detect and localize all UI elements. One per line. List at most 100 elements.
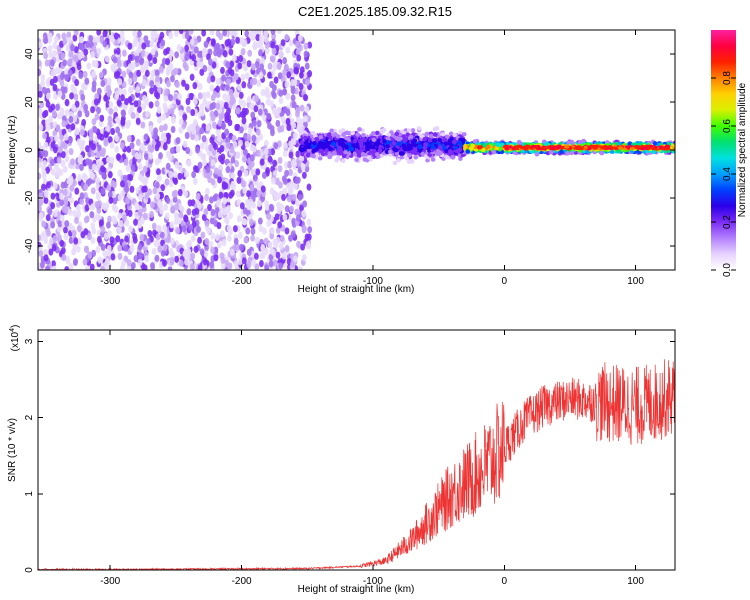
heatmap-cell xyxy=(242,64,248,72)
heatmap-cell xyxy=(260,88,266,97)
heatmap-cell xyxy=(292,78,298,87)
heatmap-cell xyxy=(304,165,310,173)
heatmap-cell xyxy=(146,40,151,48)
heatmap-cell xyxy=(305,152,311,158)
heatmap-cell xyxy=(41,172,47,180)
heatmap-cell xyxy=(63,195,69,204)
heatmap-cell xyxy=(52,182,58,190)
heatmap-cell xyxy=(170,75,175,83)
heatmap-cell xyxy=(239,126,244,134)
heatmap-cell xyxy=(368,150,374,155)
heatmap-cell xyxy=(262,227,267,235)
heatmap-cell xyxy=(225,83,230,91)
heatmap-cell xyxy=(247,127,253,135)
heatmap-cell xyxy=(238,91,244,99)
heatmap-cell xyxy=(269,226,275,234)
heatmap-cell xyxy=(60,85,66,94)
heatmap-cell xyxy=(71,103,76,112)
heatmap-cell xyxy=(38,68,42,76)
heatmap-cell xyxy=(41,183,46,191)
heatmap-cell xyxy=(284,33,290,42)
heatmap-cell xyxy=(106,184,112,192)
heatmap-cell xyxy=(213,254,219,262)
heatmap-cell xyxy=(108,196,114,204)
heatmap-cell xyxy=(296,160,302,168)
heatmap-cell xyxy=(235,151,241,159)
heatmap-cell xyxy=(295,150,301,158)
heatmap-cell xyxy=(276,30,282,35)
heatmap-cell xyxy=(45,100,51,108)
heatmap-cell xyxy=(437,145,443,150)
heatmap-cell xyxy=(183,170,189,179)
heatmap-cell xyxy=(91,227,97,235)
heatmap-cell xyxy=(48,115,54,123)
heatmap-cell xyxy=(402,145,408,151)
heatmap-cell xyxy=(137,163,143,171)
heatmap-cell xyxy=(242,186,248,195)
heatmap-cell xyxy=(156,168,161,176)
heatmap-cell xyxy=(157,174,162,182)
heatmap-cell xyxy=(247,163,253,171)
heatmap-cell xyxy=(127,63,133,71)
heatmap-cell xyxy=(51,110,57,118)
heatmap-cell xyxy=(235,107,241,115)
heatmap-cell xyxy=(121,70,127,78)
heatmap-cell xyxy=(428,133,434,139)
heatmap-cell xyxy=(424,131,430,136)
heatmap-cell xyxy=(444,154,449,160)
heatmap-cell xyxy=(181,79,186,87)
heatmap-cell xyxy=(173,30,179,37)
heatmap-cell xyxy=(239,36,245,45)
heatmap-cell xyxy=(173,67,179,75)
heatmap-cell xyxy=(41,86,47,94)
heatmap-cell xyxy=(94,113,100,121)
heatmap-cell xyxy=(81,118,87,127)
heatmap-cell xyxy=(116,153,121,161)
heatmap-cell xyxy=(251,259,256,267)
heatmap-cell xyxy=(177,172,183,180)
heatmap-cell xyxy=(106,244,112,253)
heatmap-cell xyxy=(250,234,256,242)
heatmap-cell xyxy=(103,130,109,139)
heatmap-cell xyxy=(343,150,348,155)
heatmap-cell xyxy=(43,141,49,149)
heatmap-cell xyxy=(291,121,297,129)
heatmap-cell xyxy=(331,150,337,156)
heatmap-cell xyxy=(165,196,171,205)
heatmap-cell xyxy=(226,234,232,242)
heatmap-cell xyxy=(413,155,419,160)
heatmap-cell xyxy=(210,232,216,240)
heatmap-cell xyxy=(137,105,142,114)
heatmap-cell xyxy=(298,155,304,161)
heatmap-cell xyxy=(226,224,232,233)
heatmap-cell xyxy=(199,103,205,111)
heatmap-cell xyxy=(254,61,260,69)
heatmap-cell xyxy=(215,233,220,241)
heatmap-cell xyxy=(117,252,123,260)
heatmap-cell xyxy=(188,224,194,232)
heatmap-cell xyxy=(306,183,312,191)
heatmap-cell xyxy=(97,256,103,264)
heatmap-cell xyxy=(156,140,161,148)
heatmap-cell xyxy=(203,250,209,258)
heatmap-cell xyxy=(238,139,243,147)
heatmap-cell xyxy=(134,211,139,219)
heatmap-cell xyxy=(326,133,332,138)
heatmap-cell xyxy=(158,65,164,74)
heatmap-cell xyxy=(301,226,307,234)
heatmap-cell xyxy=(229,145,235,154)
heatmap-cell xyxy=(76,237,82,245)
heatmap-cell xyxy=(162,244,168,252)
heatmap-cell xyxy=(276,207,282,215)
heatmap-cell xyxy=(277,156,283,165)
heatmap-cell xyxy=(137,243,143,251)
heatmap-cell xyxy=(263,237,269,245)
heatmap-cell xyxy=(38,123,44,132)
heatmap-cell xyxy=(218,113,224,121)
heatmap-cell xyxy=(112,56,118,64)
heatmap-cell xyxy=(70,158,75,166)
heatmap-cell xyxy=(299,71,304,79)
heatmap-cell xyxy=(77,174,82,182)
heatmap-cell xyxy=(100,225,106,234)
heatmap-cell xyxy=(256,182,262,190)
